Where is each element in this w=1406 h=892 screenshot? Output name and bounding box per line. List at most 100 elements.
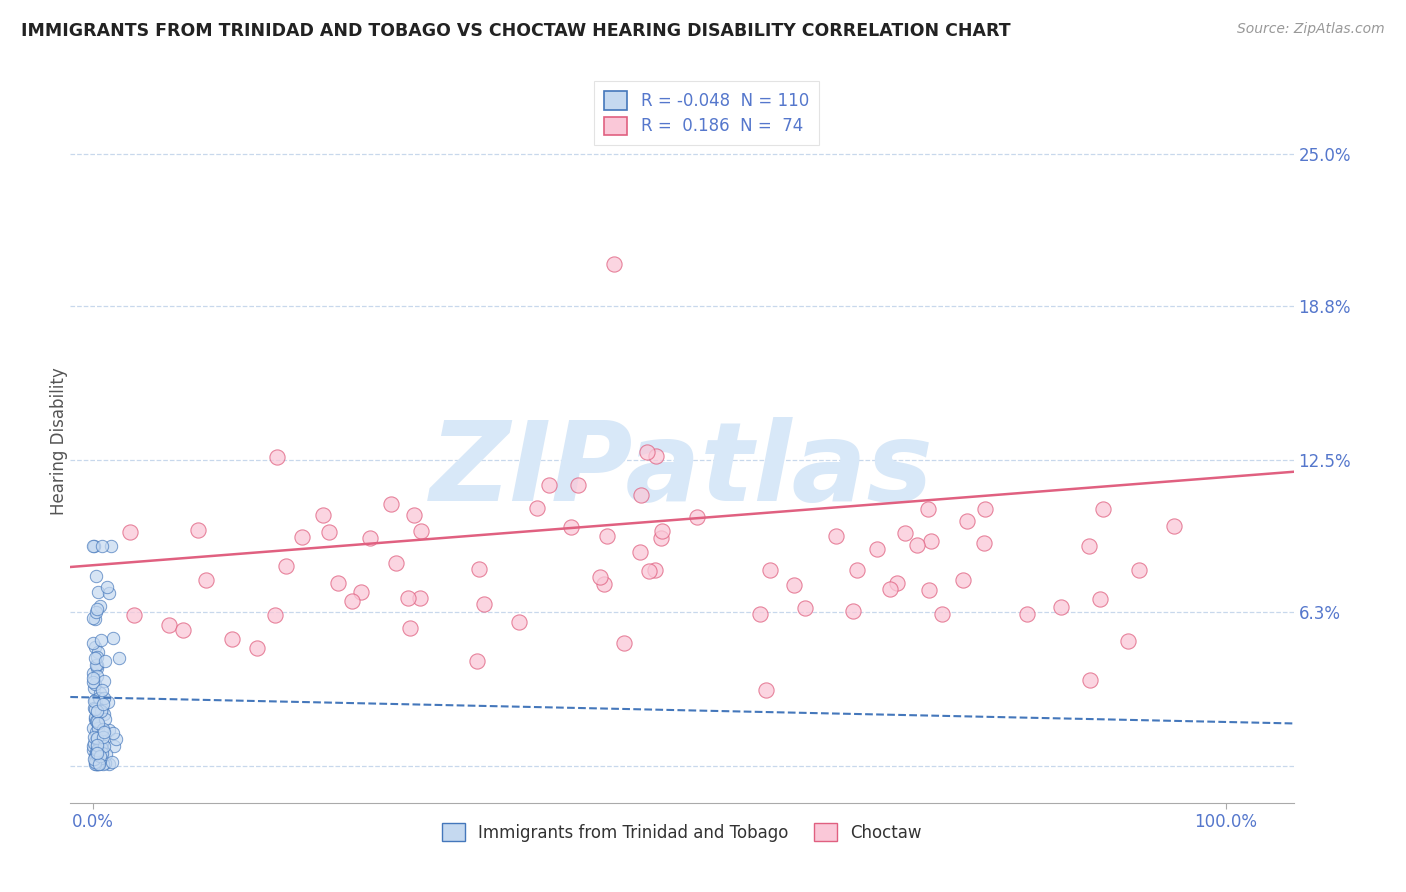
Point: [886, 575, 908, 590]
Point: [82, 672, 104, 686]
Point: [120, 524, 142, 539]
Point: [90, 739, 112, 754]
Point: [82, 675, 104, 690]
Point: [90, 632, 112, 647]
Point: [630, 488, 652, 502]
Point: [101, 726, 124, 740]
Point: [638, 564, 661, 578]
Point: [93, 739, 115, 754]
Point: [101, 755, 124, 769]
Text: Source: ZipAtlas.com: Source: ZipAtlas.com: [1237, 22, 1385, 37]
Point: [651, 524, 673, 538]
Point: [918, 583, 941, 598]
Point: [108, 651, 131, 665]
Point: [90, 704, 112, 718]
Point: [359, 531, 381, 545]
Point: [83, 752, 105, 766]
Point: [409, 524, 432, 538]
Point: [86, 748, 108, 763]
Point: [91, 746, 114, 760]
Point: [87, 690, 110, 705]
Point: [86, 602, 108, 616]
Point: [94, 756, 117, 771]
Point: [645, 449, 668, 463]
Point: [103, 739, 125, 754]
Point: [86, 750, 108, 764]
Point: [1116, 634, 1139, 648]
Point: [93, 690, 115, 705]
Point: [83, 681, 105, 696]
Point: [1128, 563, 1150, 577]
Point: [894, 525, 917, 540]
Point: [86, 658, 108, 673]
Point: [1050, 600, 1073, 615]
Point: [931, 607, 953, 622]
Point: [86, 650, 108, 665]
Point: [89, 692, 111, 706]
Point: [385, 556, 408, 570]
Point: [221, 632, 243, 646]
Point: [526, 500, 548, 515]
Point: [603, 257, 626, 271]
Point: [593, 577, 616, 591]
Point: [404, 508, 426, 522]
Point: [846, 563, 869, 577]
Point: [86, 756, 108, 771]
Point: [93, 725, 115, 739]
Point: [94, 747, 117, 761]
Point: [905, 538, 928, 552]
Point: [86, 711, 108, 725]
Point: [84, 702, 107, 716]
Point: [87, 746, 110, 760]
Point: [467, 654, 489, 668]
Point: [86, 661, 108, 675]
Point: [825, 529, 848, 543]
Point: [468, 562, 491, 576]
Point: [157, 618, 180, 632]
Point: [350, 584, 373, 599]
Point: [628, 545, 651, 559]
Point: [340, 593, 363, 607]
Point: [84, 606, 107, 620]
Point: [86, 756, 108, 771]
Point: [93, 706, 115, 721]
Point: [84, 756, 107, 771]
Point: [89, 747, 111, 762]
Point: [920, 534, 942, 549]
Point: [90, 743, 112, 757]
Point: [973, 501, 995, 516]
Point: [90, 734, 112, 748]
Point: [87, 645, 110, 659]
Point: [86, 743, 108, 757]
Point: [749, 607, 772, 621]
Point: [89, 749, 111, 764]
Point: [89, 756, 111, 771]
Legend: Immigrants from Trinidad and Tobago, Choctaw: Immigrants from Trinidad and Tobago, Cho…: [434, 817, 929, 848]
Point: [91, 697, 114, 711]
Point: [1163, 518, 1185, 533]
Point: [194, 573, 217, 587]
Point: [264, 607, 287, 622]
Point: [86, 705, 108, 719]
Point: [122, 608, 145, 623]
Point: [91, 723, 114, 737]
Point: [866, 542, 889, 557]
Point: [91, 730, 114, 744]
Point: [86, 747, 108, 761]
Point: [82, 611, 104, 625]
Point: [90, 751, 112, 765]
Point: [82, 636, 104, 650]
Point: [83, 710, 105, 724]
Point: [83, 612, 105, 626]
Point: [879, 582, 901, 597]
Point: [87, 722, 110, 736]
Point: [588, 570, 610, 584]
Point: [560, 520, 582, 534]
Point: [87, 755, 110, 769]
Point: [83, 701, 105, 715]
Point: [82, 743, 104, 757]
Text: ZIPatlas: ZIPatlas: [430, 417, 934, 524]
Point: [87, 585, 110, 599]
Point: [596, 528, 619, 542]
Point: [82, 665, 104, 680]
